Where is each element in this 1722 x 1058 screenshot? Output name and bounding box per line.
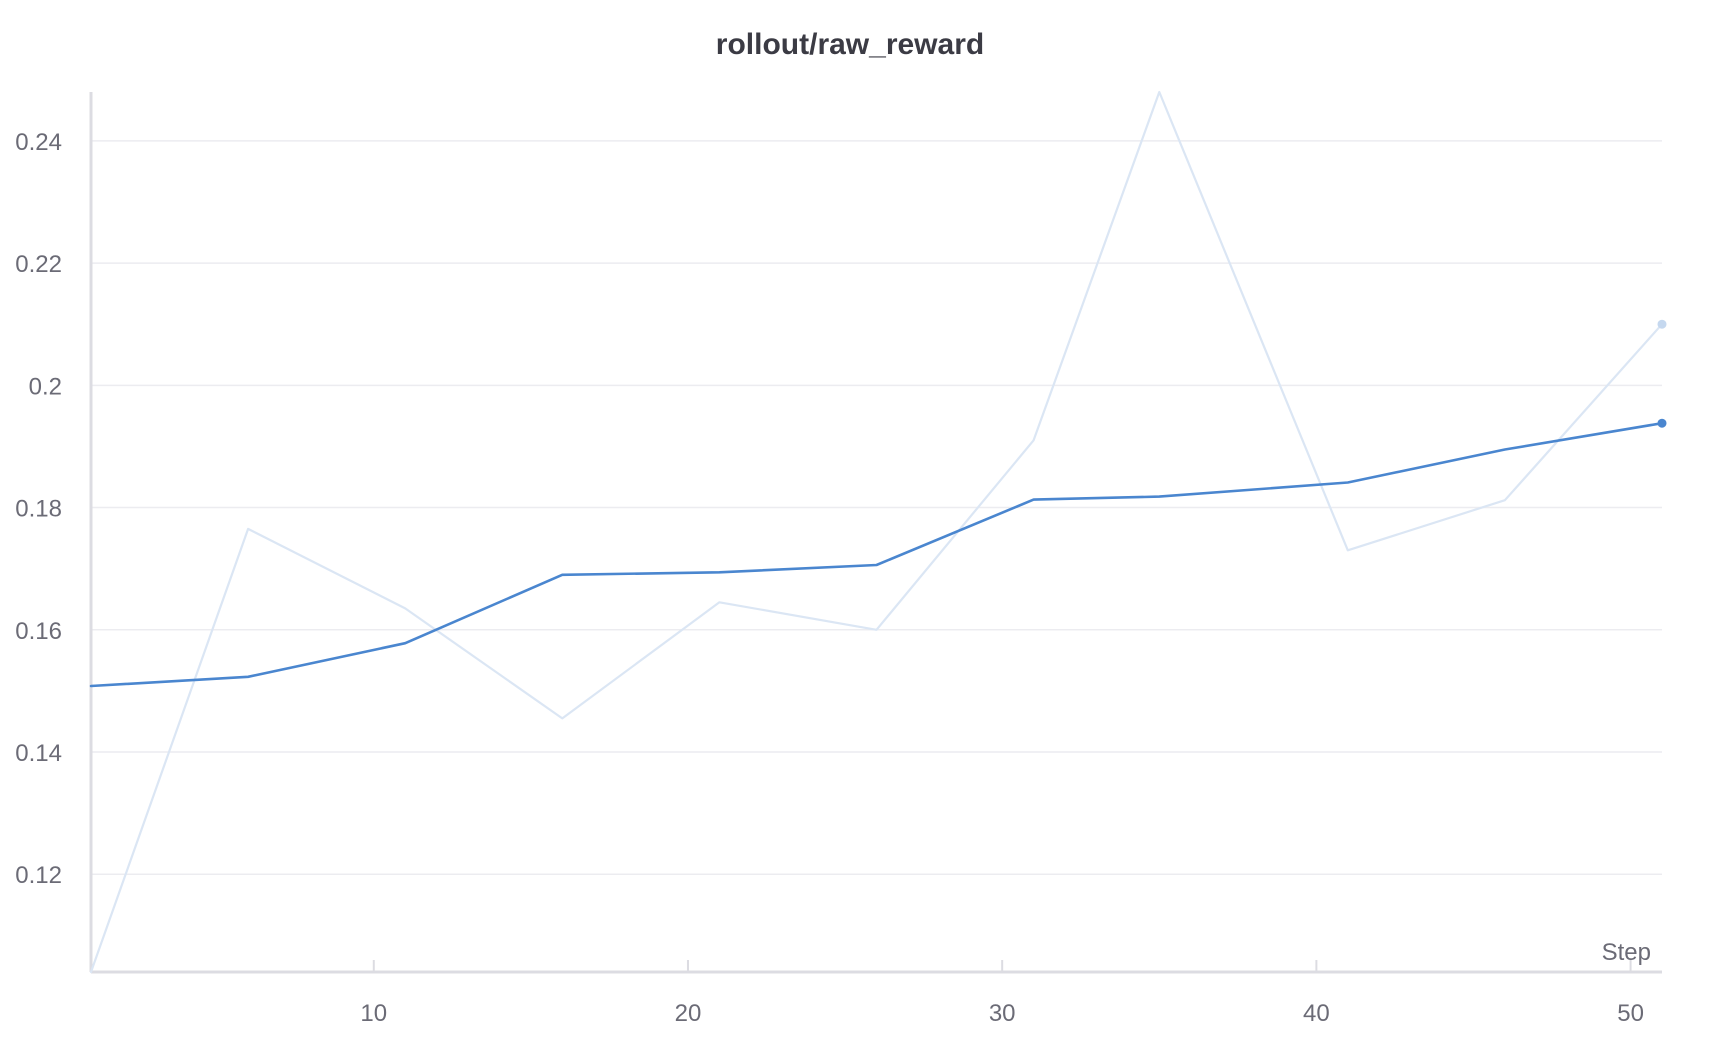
chart-title: rollout/raw_reward xyxy=(715,28,985,61)
y-tick-label: 0.24 xyxy=(15,129,62,156)
tick-labels: 0.12 0.14 0.16 0.18 0.2 0.22 0.24 10 20 30 40 50 Ste… xyxy=(15,129,1651,1027)
series-lines xyxy=(89,90,1667,974)
y-tick-label: 0.18 xyxy=(15,496,62,523)
raw-series-end-point xyxy=(1657,319,1667,329)
smoothed-series-end-point xyxy=(1657,418,1667,428)
x-tick-label: 20 xyxy=(675,1000,702,1027)
smoothed-series-line xyxy=(89,421,1664,688)
x-tick-label: 30 xyxy=(989,1000,1016,1027)
x-tick-label: 10 xyxy=(360,1000,387,1027)
y-tick-label: 0.12 xyxy=(15,862,62,889)
raw-series-line xyxy=(89,90,1664,974)
grid-lines xyxy=(91,140,1662,875)
x-tick-label: 40 xyxy=(1303,1000,1330,1027)
axes xyxy=(89,92,1662,974)
x-tick-label: 50 xyxy=(1617,1000,1644,1027)
y-tick-label: 0.2 xyxy=(29,373,62,400)
y-tick-label: 0.16 xyxy=(15,618,62,645)
y-tick-label: 0.14 xyxy=(15,740,62,767)
y-tick-label: 0.22 xyxy=(15,251,62,278)
x-axis-label: Step xyxy=(1602,939,1651,966)
